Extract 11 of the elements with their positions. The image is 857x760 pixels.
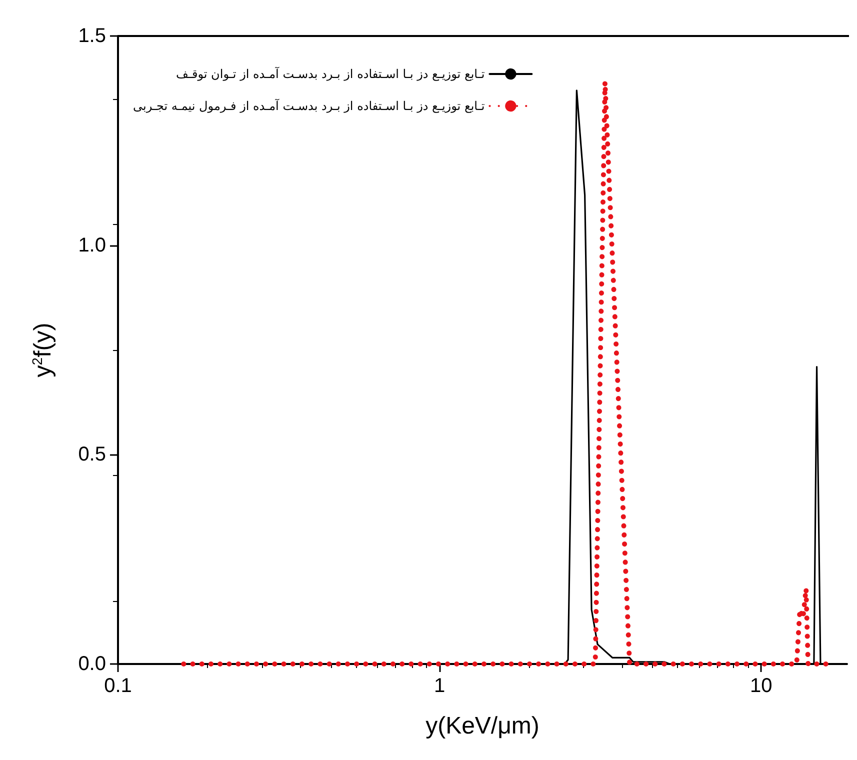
legend-label: تـابع توزیـع دز بـا اسـتفاده از بـرد بدسـت آمـده از فـرمول نیمـه تجـربی [133,98,485,113]
y-tick-label: 0.5 [78,444,106,466]
legend-label: تـابع توزیـع دز بـا اسـتفاده از بـرد بدسـت آمـده از تـوان توقـف [176,66,485,81]
y-tick-label: 1.5 [78,25,106,47]
y-tick-label: 1.0 [78,234,106,256]
y-tick-label: 0.0 [78,653,106,675]
x-axis-title: y(KeV/μm) [426,712,540,740]
x-tick-label: 1 [434,675,446,697]
y-axis-title: y2f(y) [29,322,56,378]
x-tick-label: 10 [750,675,772,697]
x-tick-label: 0.1 [104,675,132,697]
